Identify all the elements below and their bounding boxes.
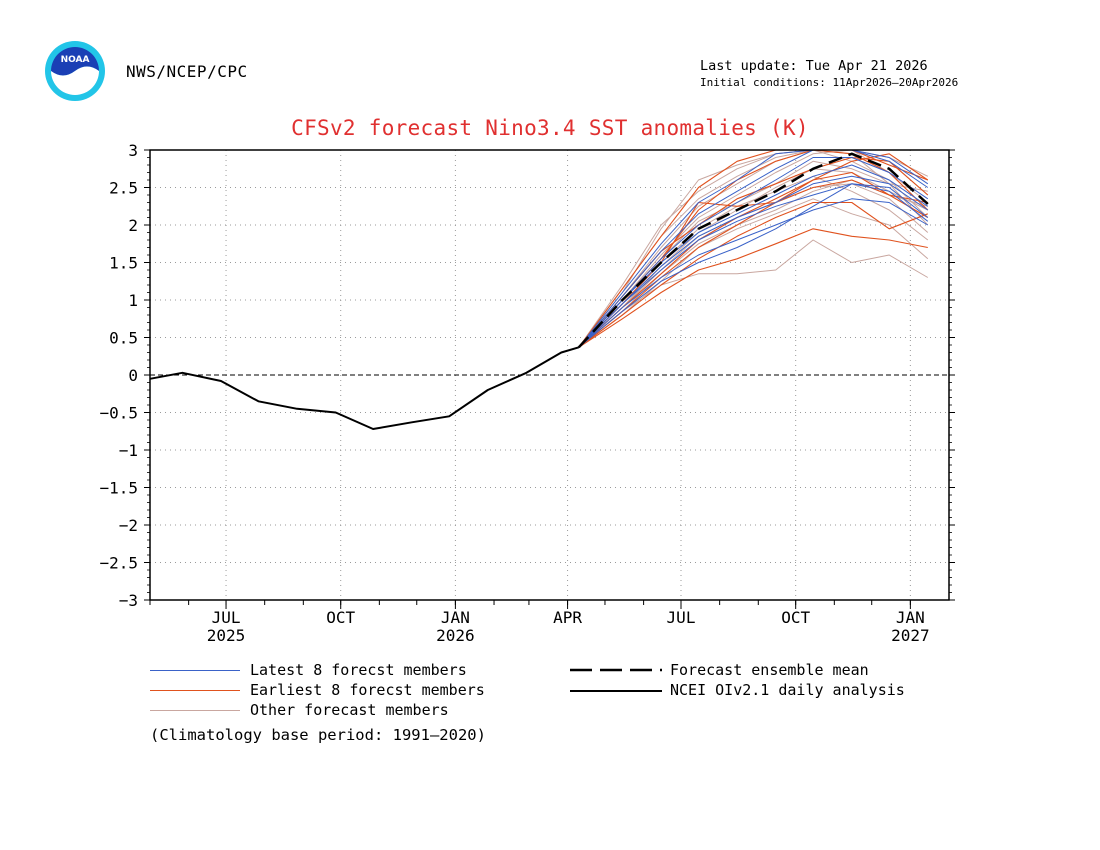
y-tick-label: −1.5	[99, 479, 138, 498]
latest-member-line	[578, 198, 929, 348]
y-tick-label: 2	[128, 216, 138, 235]
y-tick-label: 2.5	[109, 179, 138, 198]
legend-label-earliest: Earliest 8 forecst members	[250, 681, 485, 699]
analysis-line	[149, 346, 580, 430]
y-tick-label: −2.5	[99, 554, 138, 573]
legend-swatch-earliest	[150, 690, 240, 691]
x-tick-label-year: 2026	[436, 626, 475, 645]
latest-member-line	[578, 175, 929, 348]
y-tick-label: −3	[119, 591, 138, 610]
earliest-members	[578, 149, 929, 348]
latest-members	[578, 149, 929, 348]
legend-swatch-other	[150, 710, 240, 711]
noaa-logo-lower	[51, 66, 99, 95]
other-member-line	[578, 183, 929, 348]
ensemble-mean-line	[577, 152, 929, 349]
latest-member-line	[578, 149, 929, 348]
legend-label-latest: Latest 8 forecst members	[250, 661, 467, 679]
y-tick-label: −2	[119, 516, 138, 535]
x-tick-label-month: JAN	[441, 608, 470, 627]
other-member-line	[578, 149, 929, 348]
chart-title: CFSv2 forecast Nino3.4 SST anomalies (K)	[291, 116, 809, 140]
latest-member-line	[578, 183, 929, 348]
latest-member-line	[578, 149, 929, 348]
climatology-note: (Climatology base period: 1991—2020)	[150, 726, 486, 744]
last-update: Last update: Tue Apr 21 2026	[700, 58, 928, 74]
other-member-line	[578, 175, 929, 348]
x-tick-label-year: 2027	[891, 626, 930, 645]
x-tick-label-month: JUL	[212, 608, 241, 627]
x-tick-label-month: JUL	[667, 608, 696, 627]
other-member-line	[578, 149, 929, 348]
y-axis: 3 2.5 2 1.5 1 0.5 0 −0.5 −1 −1.5 −2 −2.5 −3	[99, 141, 955, 610]
x-tick-label-month: OCT	[326, 608, 355, 627]
earliest-member-line	[578, 153, 929, 348]
x-tick-label-month: APR	[553, 608, 582, 627]
noaa-logo: NOAA	[45, 41, 105, 101]
other-member-line	[578, 149, 929, 348]
agency-label: NWS/NCEP/CPC	[126, 62, 248, 81]
legend-swatch-analysis	[570, 690, 662, 692]
earliest-member-line	[578, 149, 929, 348]
ensemble-mean-series	[577, 152, 929, 349]
other-member-line	[578, 149, 929, 348]
legend-swatch-mean	[570, 668, 662, 672]
grid	[150, 150, 949, 600]
other-member-line	[578, 239, 929, 348]
analysis-series	[149, 346, 580, 430]
y-tick-label: 1	[128, 291, 138, 310]
earliest-member-line	[578, 201, 928, 348]
plot-frame	[149, 149, 950, 601]
earliest-member-line	[578, 228, 928, 348]
y-tick-label: 1.5	[109, 254, 138, 273]
earliest-member-line	[578, 149, 928, 348]
latest-member-line	[578, 157, 929, 348]
legend-swatch-latest	[150, 670, 240, 671]
legend-label-analysis: NCEI OIv2.1 daily analysis	[670, 681, 905, 699]
y-tick-label: 3	[128, 141, 138, 160]
latest-member-line	[578, 183, 929, 348]
initial-conditions: Initial conditions: 11Apr2026—20Apr2026	[700, 76, 959, 89]
plot-border	[149, 149, 950, 601]
earliest-member-line	[578, 179, 928, 348]
legend-label-mean: Forecast ensemble mean	[670, 661, 869, 679]
noaa-logo-text: NOAA	[61, 55, 90, 65]
x-tick-label-month: JAN	[896, 608, 925, 627]
x-tick-label-month: OCT	[781, 608, 810, 627]
noaa-logo-bird-field	[51, 47, 99, 76]
x-tick-label-year: 2025	[207, 626, 246, 645]
other-members	[578, 149, 929, 348]
earliest-member-line	[578, 171, 929, 348]
legend-label-other: Other forecast members	[250, 701, 449, 719]
other-member-line	[578, 198, 929, 348]
y-tick-label: 0	[128, 366, 138, 385]
y-tick-label: −1	[119, 441, 138, 460]
other-member-line	[578, 149, 928, 348]
y-tick-label: −0.5	[99, 404, 138, 423]
y-tick-label: 0.5	[109, 329, 138, 348]
